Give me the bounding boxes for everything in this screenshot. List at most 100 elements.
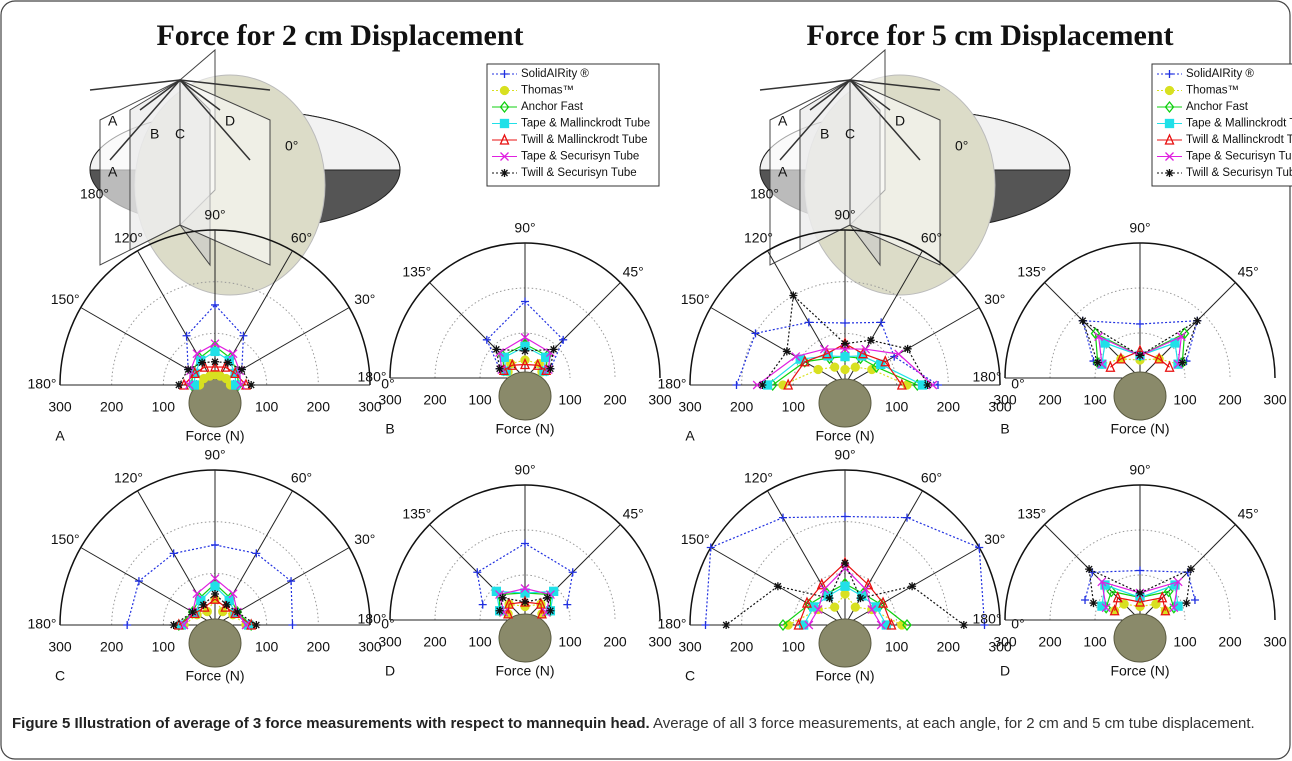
polar-chart: 10010020020030030045°90°135°180°Force (N… xyxy=(358,462,672,679)
angle-tick-label: 180° xyxy=(973,369,1002,385)
r-tick-label: 200 xyxy=(423,392,447,408)
data-point xyxy=(289,621,297,629)
angle-tick-label: 90° xyxy=(1129,220,1150,236)
data-point xyxy=(211,582,219,590)
angle-tick-label: 180° xyxy=(28,376,57,392)
data-point xyxy=(975,544,983,552)
polar-chart: 1001002002003003000°30°60°90°120°150°180… xyxy=(28,447,395,684)
data-point xyxy=(841,340,849,348)
r-tick-label: 200 xyxy=(937,639,961,655)
polar-chart: 10010020020030030045°90°135°180°Force (N… xyxy=(358,220,672,437)
data-point xyxy=(851,603,859,611)
data-point xyxy=(908,582,916,590)
data-point xyxy=(789,292,797,300)
data-point xyxy=(563,601,571,609)
r-tick-label: 200 xyxy=(1038,392,1062,408)
r-tick-label: 200 xyxy=(1218,392,1242,408)
r-tick-label: 300 xyxy=(993,392,1017,408)
head-icon xyxy=(499,614,551,662)
angle-tick-label: 180° xyxy=(658,376,687,392)
r-tick-label: 100 xyxy=(1173,634,1197,650)
head-icon xyxy=(1114,614,1166,662)
data-point xyxy=(238,366,246,374)
legend-label: Tape & Mallinckrodt Tube xyxy=(1186,118,1292,130)
legend-label: Twill & Mallinckrodt Tube xyxy=(521,134,648,146)
data-point xyxy=(1193,317,1201,325)
r-tick-label: 100 xyxy=(468,634,492,650)
angle-tick-label: 150° xyxy=(51,531,80,547)
r-tick-label: 300 xyxy=(648,634,672,650)
data-point xyxy=(841,319,849,327)
data-point xyxy=(841,513,849,521)
r-tick-label: 300 xyxy=(648,392,672,408)
angle-tick-label: 60° xyxy=(921,229,942,245)
spoke xyxy=(1140,283,1235,378)
legend: SolidAIRity ®Thomas™Anchor FastTape & Ma… xyxy=(1152,64,1292,186)
head-icon xyxy=(499,372,551,420)
r-tick-label: 100 xyxy=(558,392,582,408)
data-point xyxy=(779,514,787,522)
data-point xyxy=(867,336,875,344)
angle-tick-label: 90° xyxy=(1129,462,1150,478)
data-point xyxy=(1085,565,1093,573)
r-tick-label: 200 xyxy=(603,634,627,650)
data-point xyxy=(189,608,197,616)
data-point xyxy=(831,603,839,611)
r-tick-label: 300 xyxy=(48,639,72,655)
group-title: Force for 5 cm Displacement xyxy=(806,19,1173,52)
angle-tick-label: 150° xyxy=(681,291,710,307)
data-point xyxy=(702,621,710,629)
angle-tick-label: 180° xyxy=(28,616,57,632)
data-point xyxy=(479,601,487,609)
plane-label: A xyxy=(778,164,788,180)
plane-label: A xyxy=(778,113,788,129)
data-point xyxy=(805,318,813,326)
r-tick-label: 100 xyxy=(1083,392,1107,408)
r-tick-label: 100 xyxy=(1173,392,1197,408)
angle-tick-label: 135° xyxy=(1017,263,1046,279)
angle-label: 0° xyxy=(955,138,968,154)
angle-tick-label: 30° xyxy=(984,531,1005,547)
r-axis-label: Force (N) xyxy=(1110,663,1169,679)
r-tick-label: 100 xyxy=(782,399,806,415)
plane-label: D xyxy=(895,113,905,129)
panel-label: B xyxy=(385,421,394,437)
angle-tick-label: 0° xyxy=(1011,616,1024,632)
angle-label: 180° xyxy=(750,186,779,202)
r-tick-label: 100 xyxy=(1083,634,1107,650)
head-icon xyxy=(189,619,241,667)
data-point xyxy=(252,621,260,629)
panel-label: A xyxy=(55,428,65,444)
data-point xyxy=(1081,596,1089,604)
series-line xyxy=(737,322,939,385)
r-tick-label: 300 xyxy=(48,399,72,415)
angle-tick-label: 180° xyxy=(358,369,387,385)
legend-label: Tape & Securisyn Tube xyxy=(521,151,639,163)
angle-label: 180° xyxy=(80,186,109,202)
data-point xyxy=(722,621,730,629)
plane-label: B xyxy=(150,126,159,142)
data-point xyxy=(877,318,885,326)
plane-label: D xyxy=(225,113,235,129)
angle-tick-label: 180° xyxy=(358,611,387,627)
polar-chart: 10010020020030030045°90°135°180°Force (N… xyxy=(973,462,1287,679)
plane-label: A xyxy=(108,164,118,180)
data-point xyxy=(211,358,219,366)
data-point xyxy=(247,381,255,389)
data-point xyxy=(1178,359,1186,367)
angle-tick-label: 30° xyxy=(354,531,375,547)
angle-tick-label: 45° xyxy=(1238,263,1259,279)
angle-tick-label: 45° xyxy=(1238,505,1259,521)
data-point xyxy=(223,601,231,609)
data-point xyxy=(211,590,219,598)
data-point xyxy=(211,347,219,355)
r-tick-label: 100 xyxy=(468,392,492,408)
angle-tick-label: 45° xyxy=(623,263,644,279)
r-tick-label: 300 xyxy=(678,639,702,655)
spoke xyxy=(1045,283,1140,378)
legend: SolidAIRity ®Thomas™Anchor FastTape & Ma… xyxy=(487,64,659,186)
figure: Force for 2 cm Displacement Force for 5 … xyxy=(0,0,1292,761)
data-point xyxy=(783,347,791,355)
head-diagram: ABCDA0°180° xyxy=(750,50,1070,295)
angle-tick-label: 120° xyxy=(744,469,773,485)
